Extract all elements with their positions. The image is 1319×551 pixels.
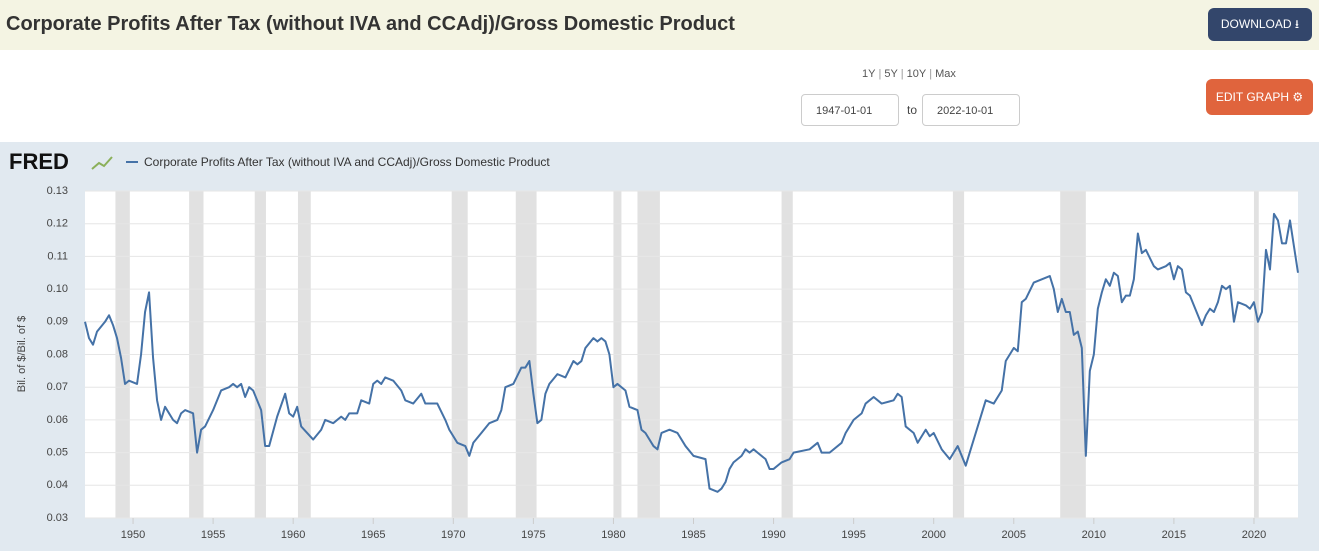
range-link[interactable]: Max <box>935 68 956 80</box>
x-tick-label: 2010 <box>1082 529 1106 541</box>
to-label: to <box>907 103 918 117</box>
x-tick-label: 1965 <box>361 529 385 541</box>
x-tick-label: 1975 <box>521 529 545 541</box>
download-label[interactable]: DOWNLOAD <box>1220 17 1292 31</box>
y-tick-label: 0.04 <box>47 479 68 491</box>
y-tick-label: 0.05 <box>47 447 68 459</box>
end-date[interactable]: 2022-10-01 <box>922 94 1020 126</box>
edit-graph-button[interactable]: EDIT GRAPH ⚙ <box>1206 79 1313 115</box>
header: Corporate Profits After Tax (without IVA… <box>0 0 1319 50</box>
y-tick-label: 0.03 <box>47 512 68 524</box>
y-axis-label: Bil. of $/Bil. of $ <box>16 316 28 392</box>
x-tick-label: 1950 <box>121 529 145 541</box>
logo-icon <box>91 156 113 170</box>
start-date[interactable]: 1947-01-01 <box>801 94 899 126</box>
x-tick-label: 2020 <box>1242 529 1266 541</box>
legend-label: Corporate Profits After Tax (without IVA… <box>144 155 550 169</box>
y-tick-label: 0.08 <box>47 348 68 360</box>
download-button[interactable]: DOWNLOAD ⭳ <box>1208 8 1312 41</box>
x-tick-label: 1990 <box>761 529 785 541</box>
y-tick-label: 0.12 <box>47 218 68 230</box>
y-tick-label: 0.06 <box>47 414 68 426</box>
y-tick-label: 0.13 <box>47 185 68 197</box>
range-link[interactable]: 10Y <box>906 68 927 80</box>
range-link[interactable]: 5Y <box>884 68 898 80</box>
x-tick-label: 1955 <box>201 529 225 541</box>
x-tick-label: 1970 <box>441 529 465 541</box>
x-tick-label: 1985 <box>681 529 705 541</box>
x-tick-label: 1995 <box>841 529 865 541</box>
edit-label[interactable]: EDIT GRAPH <box>1215 90 1290 104</box>
y-tick-label: 0.10 <box>47 283 68 295</box>
series-line <box>84 212 1299 493</box>
y-tick-label: 0.07 <box>47 381 68 393</box>
range-links: 1Y | 5Y | 10Y | Max <box>862 68 956 80</box>
x-tick-label: 1980 <box>601 529 625 541</box>
range-link[interactable]: 1Y <box>862 68 876 80</box>
x-tick-label: 2005 <box>1002 529 1026 541</box>
page-title: Corporate Profits After Tax (without IVA… <box>6 13 735 35</box>
y-tick-label: 0.11 <box>47 250 68 262</box>
chart: FRED Corporate Profits After Tax (withou… <box>0 142 1319 551</box>
y-tick-label: 0.09 <box>47 316 68 328</box>
x-tick-label: 1960 <box>281 529 305 541</box>
x-tick-label: 2000 <box>921 529 945 541</box>
logo: FRED <box>9 149 69 174</box>
x-tick-label: 2015 <box>1162 529 1186 541</box>
